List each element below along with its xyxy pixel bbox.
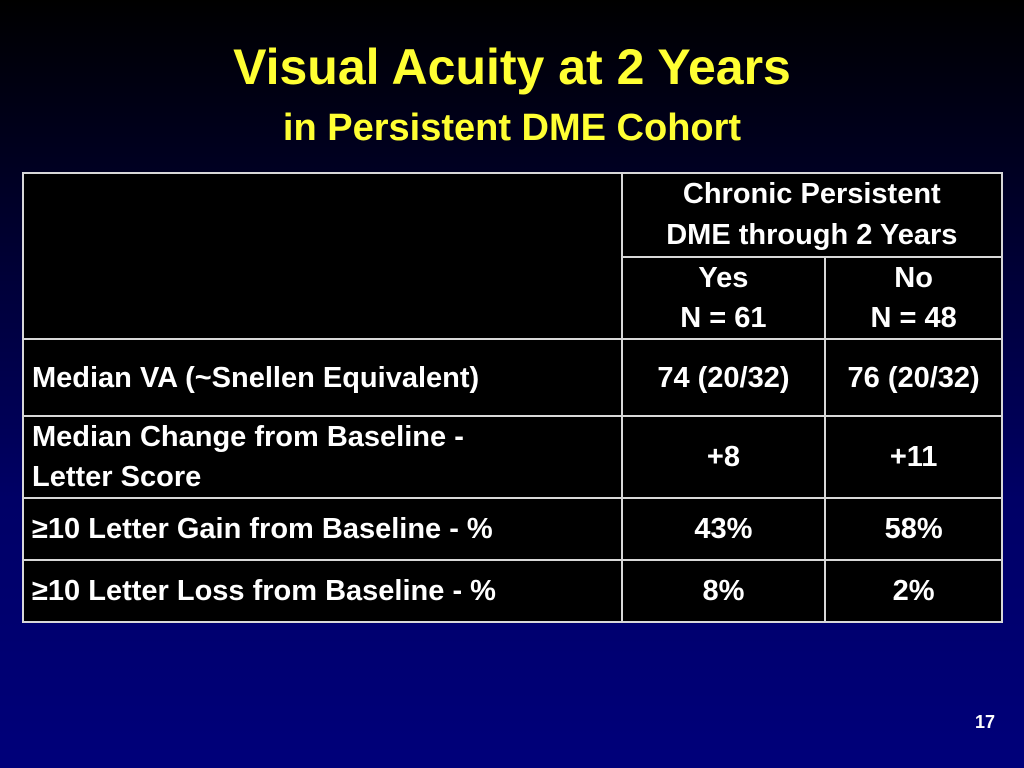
cell-value: 2% [824, 559, 1003, 623]
column-header-n: N = 61 [680, 302, 767, 334]
cell-value: 43% [620, 497, 827, 561]
row-label-line1: Median Change from Baseline - [32, 421, 464, 453]
group-header-line2: DME through 2 Years [666, 219, 958, 251]
table-row: Median VA (~Snellen Equivalent) 74 (20/3… [22, 338, 1003, 417]
group-header-line1: Chronic Persistent [682, 178, 941, 210]
cell-value: 76 (20/32) [824, 338, 1003, 417]
table-row: ≥10 Letter Loss from Baseline - % 8% 2% [22, 559, 1003, 623]
group-header-cell: Chronic Persistent DME through 2 Years [620, 172, 1004, 258]
row-label-letter-gain: ≥10 Letter Gain from Baseline - % [22, 497, 623, 561]
row-label-line2: Letter Score [32, 461, 202, 493]
column-header-n: N = 48 [870, 302, 957, 334]
slide-subtitle: in Persistent DME Cohort [282, 107, 742, 149]
cell-value: +8 [620, 415, 827, 499]
table-row: ≥10 Letter Gain from Baseline - % 43% 58… [22, 497, 1003, 561]
sub-header-row: Yes N = 61 No N = 48 [23, 256, 1003, 340]
column-header-no: No N = 48 [824, 256, 1003, 340]
column-header-yes: Yes N = 61 [620, 256, 827, 340]
cell-value: 74 (20/32) [620, 338, 827, 417]
page-number: 17 [974, 712, 996, 732]
column-header-label: No [894, 262, 933, 294]
slide-title: Visual Acuity at 2 Years [233, 39, 791, 95]
row-label-median-va: Median VA (~Snellen Equivalent) [22, 338, 623, 417]
results-table: Chronic Persistent DME through 2 Years Y… [22, 172, 1004, 623]
table-row: Median Change from Baseline - Letter Sco… [22, 415, 1003, 499]
row-label-letter-loss: ≥10 Letter Loss from Baseline - % [22, 559, 623, 623]
cell-value: 8% [620, 559, 827, 623]
empty-corner-cell [22, 172, 623, 340]
group-header-row: Chronic Persistent DME through 2 Years [22, 172, 1004, 340]
cell-value: +11 [824, 415, 1003, 499]
cell-value: 58% [824, 497, 1003, 561]
column-header-label: Yes [698, 262, 749, 294]
row-label-median-change: Median Change from Baseline - Letter Sco… [22, 415, 623, 499]
